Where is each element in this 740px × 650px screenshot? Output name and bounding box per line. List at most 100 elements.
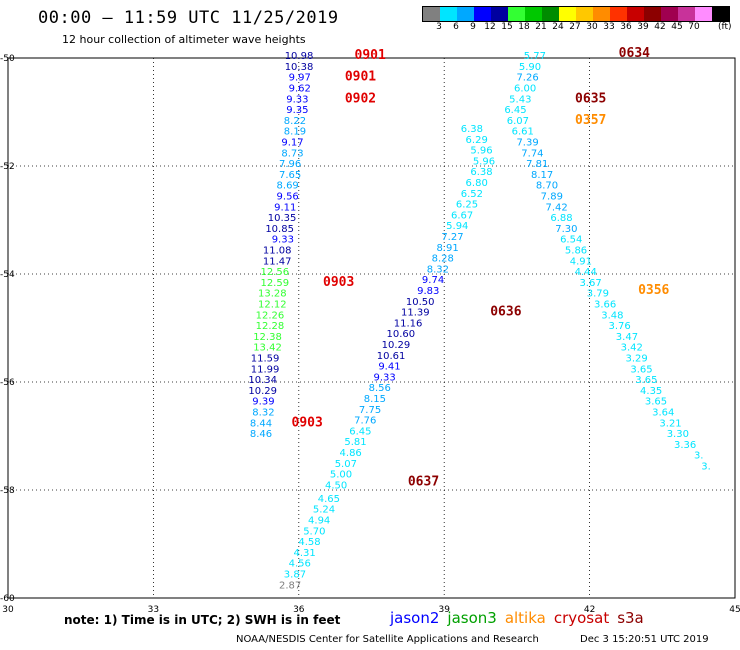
colorbar-cell [712, 7, 729, 21]
colorbar-label: 12 [484, 22, 496, 32]
timestamp: Dec 3 15:20:51 UTC 2019 [580, 634, 709, 645]
wave-height-label: 2.87 [279, 580, 301, 591]
wave-height-label: 7.96 [279, 159, 301, 170]
lon-tick-label: 45 [729, 605, 740, 615]
wave-height-label: 9.33 [373, 372, 395, 383]
wave-height-label: 10.60 [386, 329, 415, 340]
colorbar-label: 70 [688, 22, 700, 32]
wave-height-label: 10.85 [265, 224, 294, 235]
colorbar-cell [678, 7, 695, 21]
wave-height-label: 10.61 [377, 351, 406, 362]
lon-tick-label: 33 [148, 605, 159, 615]
pass-time-label: 0901 [355, 48, 386, 63]
wave-height-label: 9.35 [286, 105, 308, 116]
pass-time-label: 0635 [575, 91, 606, 106]
wave-height-label: 5.43 [509, 94, 531, 105]
wave-height-label: 10.34 [248, 375, 277, 386]
legend-item-jason3: jason3 [447, 609, 497, 627]
wave-height-label: 4.50 [325, 480, 347, 491]
colorbar-label: 33 [603, 22, 615, 32]
wave-height-label: 7.75 [359, 405, 381, 416]
wave-height-label: 8.91 [436, 243, 458, 254]
wave-height-label: 12.56 [260, 267, 289, 278]
colorbar-cell [474, 7, 491, 21]
wave-height-label: 6.38 [470, 167, 492, 178]
wave-height-label: 3.64 [652, 407, 674, 418]
pass-time-label: 0902 [345, 91, 376, 106]
colorbar-cell [593, 7, 610, 21]
wave-height-label: 7.89 [541, 191, 563, 202]
map-frame [7, 57, 736, 599]
wave-height-label: 11.99 [251, 364, 280, 375]
wave-height-label: 6.00 [514, 83, 536, 94]
wave-height-label: 3.29 [625, 353, 647, 364]
wave-height-label: 7.76 [354, 416, 376, 427]
legend-item-cryosat: cryosat [553, 609, 610, 627]
wave-height-label: 3.67 [579, 278, 601, 289]
wave-height-label: 4.56 [289, 559, 311, 570]
pass-time-label: 0357 [575, 113, 606, 128]
colorbar-cell [610, 7, 627, 21]
pass-time-label: 0634 [619, 46, 650, 61]
colorbar-labels: 3 6 9 12 15 18 21 24 27 30 33 36 39 42 45 70 [422, 22, 738, 34]
wave-height-label: 8.70 [536, 181, 558, 192]
colorbar-cell [542, 7, 559, 21]
wave-height-label: 13.28 [258, 289, 287, 300]
wave-height-label: 9.33 [286, 94, 308, 105]
wave-height-label: 8.19 [284, 127, 306, 138]
wave-height-label: 8.17 [531, 170, 553, 181]
wave-height-label: 8.73 [281, 148, 303, 159]
wave-height-label: 6.25 [456, 200, 478, 211]
wave-height-label: 9.39 [252, 397, 274, 408]
colorbar-cell [440, 7, 457, 21]
wave-height-label: 9.83 [417, 286, 439, 297]
wave-height-label: 4.65 [318, 494, 340, 505]
wave-height-label: 7.27 [441, 232, 463, 243]
legend-item-jason2: jason2 [390, 609, 440, 627]
wave-height-label: 3.87 [284, 569, 306, 580]
wave-height-label: 9.97 [289, 73, 311, 84]
wave-height-label: 6.80 [466, 178, 488, 189]
wave-height-label: 6.88 [550, 213, 572, 224]
wave-height-label: 5.00 [330, 470, 352, 481]
colorbar-unit: (ft) [718, 22, 732, 32]
lon-tick-label: 39 [438, 605, 450, 615]
wave-height-label: 6.45 [349, 426, 371, 437]
wave-height-label: 12.28 [256, 321, 285, 332]
wave-height-label: 3.42 [621, 343, 643, 354]
lon-tick-label: 42 [584, 605, 595, 615]
wave-height-label: 7.74 [521, 148, 543, 159]
wave-height-label: 4.94 [308, 515, 330, 526]
wave-height-label: 3.47 [616, 332, 638, 343]
footer-note: note: 1) Time is in UTC; 2) SWH is in fe… [64, 613, 341, 627]
colorbar-label: 42 [654, 22, 666, 32]
wave-height-label: 11.47 [263, 256, 292, 267]
colorbar-cell [423, 7, 440, 21]
colorbar-cell [627, 7, 644, 21]
lat-tick-label: -60 [0, 594, 15, 604]
wave-height-label: 4.58 [298, 537, 320, 548]
wave-height-label: 5.81 [344, 437, 366, 448]
wave-height-label: 3.65 [635, 375, 657, 386]
colorbar-label: 36 [620, 22, 632, 32]
colorbar-cell [559, 7, 576, 21]
colorbar-label: 24 [552, 22, 564, 32]
wave-height-label: 8.28 [432, 254, 454, 265]
wave-height-label: 6.45 [504, 105, 526, 116]
wave-height-label: 8.32 [427, 264, 449, 275]
wave-height-label: 6.38 [461, 124, 483, 135]
wave-height-label: 6.52 [461, 189, 483, 200]
wave-height-label: 11.59 [251, 353, 280, 364]
colorbar-cell [491, 7, 508, 21]
lat-tick-label: -50 [0, 54, 15, 64]
wave-height-label: 4.44 [575, 267, 597, 278]
wave-height-label: 13.42 [253, 343, 282, 354]
colorbar-label: 9 [470, 22, 476, 32]
wave-height-label: 7.26 [516, 73, 538, 84]
pass-time-label: 0903 [323, 275, 354, 290]
wave-height-label: 7.30 [555, 224, 577, 235]
pass-time-label: 0636 [490, 305, 521, 320]
colorbar-cell [644, 7, 661, 21]
wave-height-label: 10.38 [285, 62, 314, 73]
wave-height-label: 7.65 [279, 170, 301, 181]
